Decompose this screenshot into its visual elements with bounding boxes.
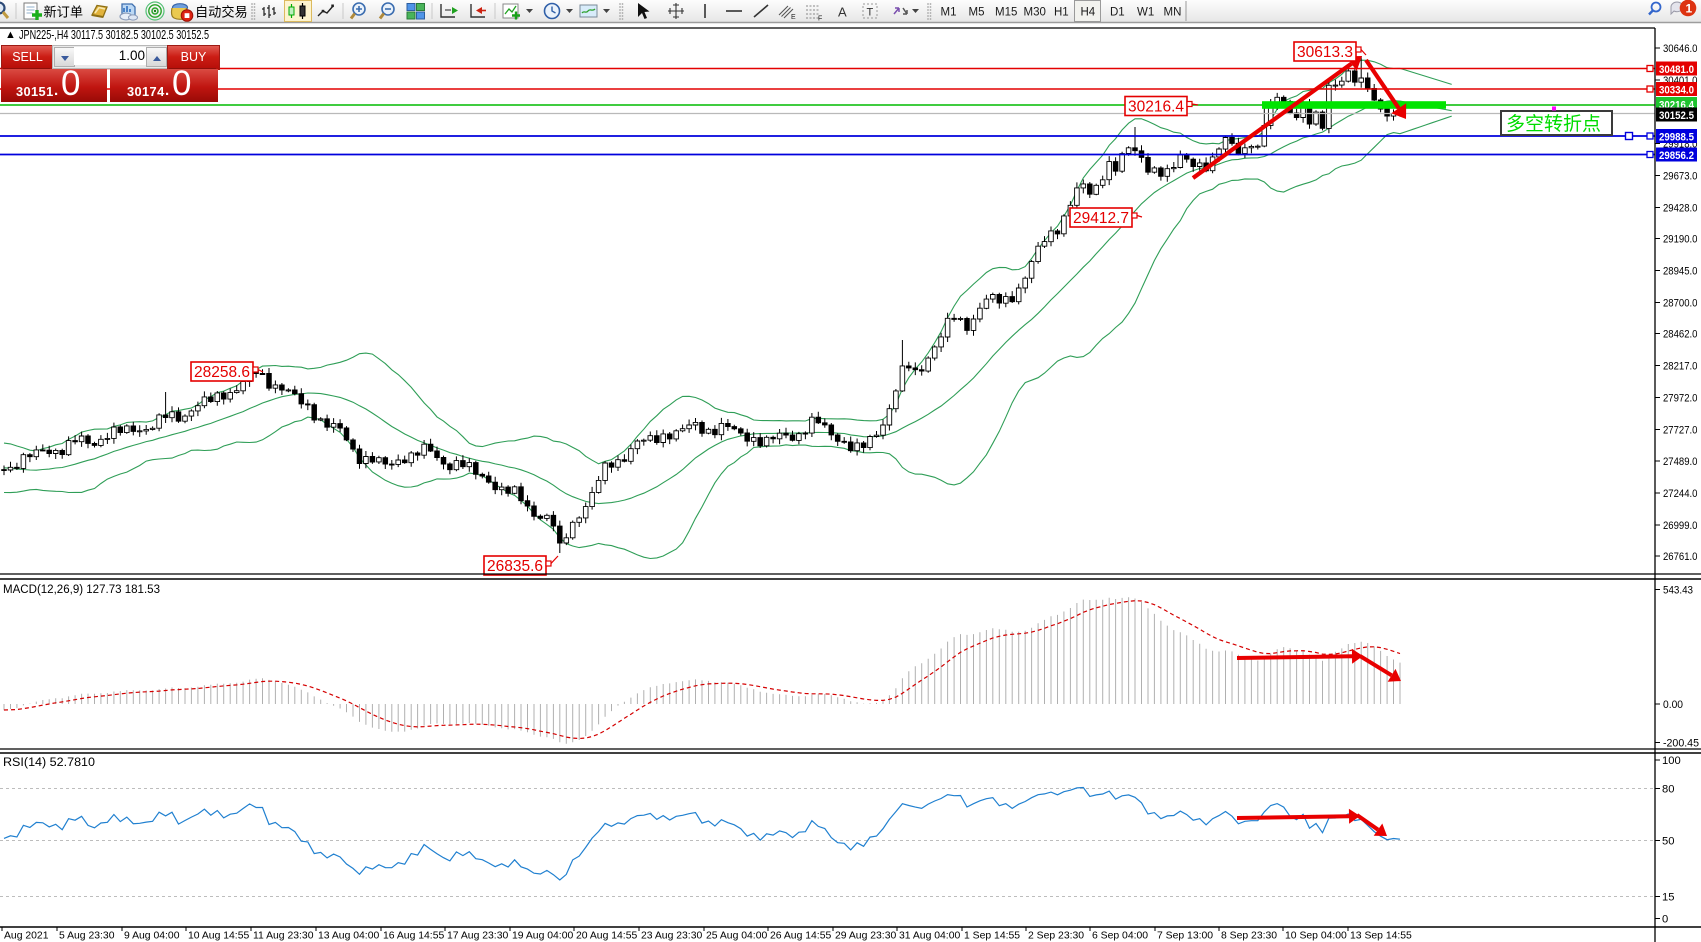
svg-text:30481.0: 30481.0 — [1659, 64, 1694, 76]
svg-text:M5: M5 — [969, 7, 985, 19]
svg-text:23 Aug 23:30: 23 Aug 23:30 — [641, 931, 702, 942]
svg-text:-200.45: -200.45 — [1663, 738, 1699, 750]
svg-text:1 Sep 14:55: 1 Sep 14:55 — [964, 931, 1020, 942]
svg-text:15: 15 — [1662, 892, 1674, 904]
svg-text:20 Aug 14:55: 20 Aug 14:55 — [576, 931, 637, 942]
svg-text:MN: MN — [1164, 7, 1182, 19]
svg-text:28700.0: 28700.0 — [1663, 298, 1698, 310]
svg-text:RSI(14) 52.7810: RSI(14) 52.7810 — [3, 757, 95, 769]
svg-text:543.43: 543.43 — [1663, 585, 1693, 597]
svg-text:9 Aug 04:00: 9 Aug 04:00 — [124, 931, 180, 942]
svg-text:29856.2: 29856.2 — [1659, 150, 1694, 162]
svg-text:26 Aug 14:55: 26 Aug 14:55 — [770, 931, 831, 942]
svg-text:T: T — [867, 7, 874, 19]
svg-text:E: E — [791, 14, 796, 21]
svg-text:26999.0: 26999.0 — [1663, 520, 1698, 532]
svg-text:25 Aug 04:00: 25 Aug 04:00 — [706, 931, 767, 942]
svg-text:28945.0: 28945.0 — [1663, 266, 1698, 278]
svg-text:28258.6: 28258.6 — [194, 364, 250, 381]
svg-text:30216.4: 30216.4 — [1128, 99, 1184, 116]
svg-text:0.00: 0.00 — [1663, 699, 1683, 711]
svg-text:29988.5: 29988.5 — [1659, 132, 1694, 144]
svg-text:17 Aug 23:30: 17 Aug 23:30 — [447, 931, 508, 942]
svg-text:19 Aug 04:00: 19 Aug 04:00 — [512, 931, 573, 942]
svg-text:29 Aug 23:30: 29 Aug 23:30 — [835, 931, 896, 942]
svg-text:27489.0: 27489.0 — [1663, 456, 1698, 468]
svg-text:M15: M15 — [995, 7, 1017, 19]
svg-text:27727.0: 27727.0 — [1663, 425, 1698, 437]
svg-text:13 Sep 14:55: 13 Sep 14:55 — [1350, 931, 1412, 942]
svg-text:31 Aug 04:00: 31 Aug 04:00 — [899, 931, 960, 942]
svg-text:28217.0: 28217.0 — [1663, 361, 1698, 373]
svg-text:▲: ▲ — [5, 29, 16, 41]
svg-text:1: 1 — [1686, 2, 1693, 16]
svg-text:0: 0 — [1662, 914, 1668, 926]
svg-text:M30: M30 — [1024, 7, 1046, 19]
svg-text:30613.3: 30613.3 — [1297, 44, 1353, 61]
svg-text:50: 50 — [1662, 836, 1674, 848]
svg-text:H4: H4 — [1081, 7, 1096, 19]
svg-text:30334.0: 30334.0 — [1659, 85, 1694, 97]
svg-text:F: F — [818, 16, 822, 23]
svg-text:100: 100 — [1662, 755, 1681, 767]
svg-text:新订单: 新订单 — [44, 5, 84, 20]
svg-text:29412.7: 29412.7 — [1073, 210, 1129, 227]
svg-text:16 Aug 14:55: 16 Aug 14:55 — [383, 931, 444, 942]
svg-text:10 Sep 04:00: 10 Sep 04:00 — [1285, 931, 1347, 942]
svg-text:H1: H1 — [1054, 7, 1069, 19]
svg-text:5 Aug 23:30: 5 Aug 23:30 — [59, 931, 115, 942]
svg-text:8 Sep 23:30: 8 Sep 23:30 — [1221, 931, 1277, 942]
svg-text:MACD(12,26,9) 127.73 181.53: MACD(12,26,9) 127.73 181.53 — [3, 584, 160, 596]
svg-text:W1: W1 — [1137, 7, 1154, 19]
svg-text:多空转折点: 多空转折点 — [1506, 113, 1601, 135]
svg-text:30152.5: 30152.5 — [1659, 110, 1694, 122]
svg-text:D1: D1 — [1110, 7, 1125, 19]
svg-text:7 Sep 13:00: 7 Sep 13:00 — [1157, 931, 1213, 942]
svg-text:27244.0: 27244.0 — [1663, 488, 1698, 500]
svg-text:2 Sep 23:30: 2 Sep 23:30 — [1028, 931, 1084, 942]
svg-text:28462.0: 28462.0 — [1663, 329, 1698, 341]
svg-text:自动交易: 自动交易 — [195, 4, 248, 20]
svg-text:JPN225-,H4 30117.5 30182.5 30: JPN225-,H4 30117.5 30182.5 30102.5 30152… — [19, 28, 209, 42]
svg-text:29428.0: 29428.0 — [1663, 203, 1698, 215]
svg-text:29190.0: 29190.0 — [1663, 234, 1698, 246]
svg-text:27972.0: 27972.0 — [1663, 393, 1698, 405]
svg-text:26835.6: 26835.6 — [487, 558, 543, 575]
svg-text:6 Sep 04:00: 6 Sep 04:00 — [1092, 931, 1148, 942]
svg-text:30646.0: 30646.0 — [1663, 43, 1698, 55]
svg-text:M1: M1 — [941, 7, 957, 19]
svg-text:A: A — [838, 5, 847, 20]
svg-text:80: 80 — [1662, 784, 1674, 796]
svg-text:29673.0: 29673.0 — [1663, 171, 1698, 183]
svg-text:10 Aug 14:55: 10 Aug 14:55 — [188, 931, 249, 942]
svg-text:13 Aug 04:00: 13 Aug 04:00 — [318, 931, 379, 942]
svg-text:26761.0: 26761.0 — [1663, 551, 1698, 563]
svg-text:Aug 2021: Aug 2021 — [4, 931, 49, 942]
svg-text:11 Aug 23:30: 11 Aug 23:30 — [253, 931, 314, 942]
